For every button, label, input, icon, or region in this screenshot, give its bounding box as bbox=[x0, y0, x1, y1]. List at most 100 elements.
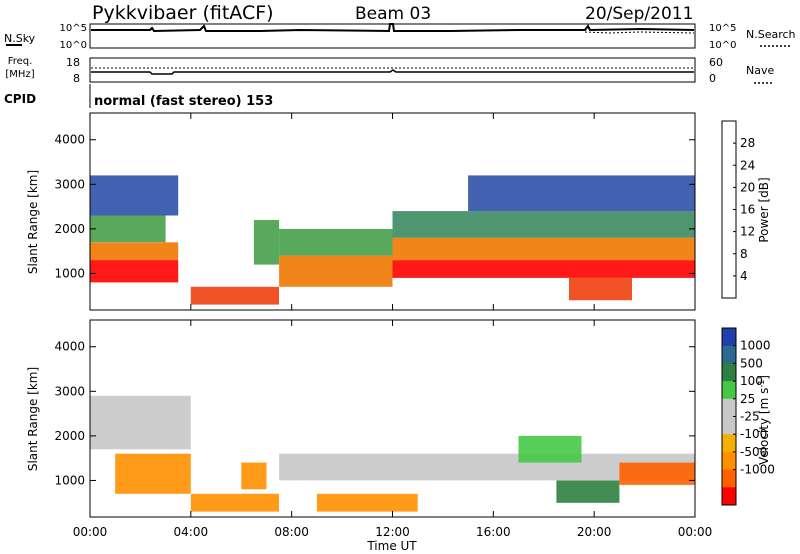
freq-label-line1: Freq. bbox=[8, 56, 33, 67]
velocity-band-5 bbox=[316, 493, 418, 512]
nsearch-tick-low: 10^0 bbox=[709, 40, 736, 51]
velocity-colorbar-tick-label-6: -500 bbox=[740, 445, 767, 459]
power-ytick-label-1: 2000 bbox=[54, 222, 85, 236]
velocity-colorbar-tick-label-4: -25 bbox=[740, 410, 760, 424]
power-band-12 bbox=[569, 277, 632, 301]
power-ytick-label-2: 3000 bbox=[54, 177, 85, 191]
velocity-colorbar-swatch-1 bbox=[722, 345, 736, 364]
velocity-xticks: 00:00 04:00 08:00 12:00 16:00 20:00 00:00 bbox=[73, 113, 713, 539]
velocity-colorbar-swatch-8 bbox=[722, 469, 736, 488]
nsky-frame bbox=[89, 23, 696, 49]
velocity-colorbar-tick-label-1: 500 bbox=[740, 356, 763, 370]
nsearch-tick-high: 10^5 bbox=[709, 23, 736, 34]
xtick-label-1: 04:00 bbox=[174, 525, 209, 539]
power-colorbar-tick-label-0: 4 bbox=[740, 269, 748, 283]
power-band-8 bbox=[392, 260, 695, 278]
nsky-tick-low: 10^0 bbox=[60, 40, 87, 51]
velocity-bands bbox=[90, 395, 695, 512]
velocity-colorbar-frame bbox=[721, 327, 737, 506]
power-band-3 bbox=[90, 175, 179, 216]
power-band-4 bbox=[190, 286, 279, 305]
date-title: 20/Sep/2011 bbox=[585, 4, 693, 24]
xtick-label-2: 08:00 bbox=[274, 525, 309, 539]
velocity-colorbar-swatch-4 bbox=[722, 398, 736, 417]
power-colorbar: 4 8 12 16 20 24 28 bbox=[721, 120, 755, 299]
power-band-9 bbox=[392, 237, 695, 261]
xtick-label-5: 20:00 bbox=[577, 525, 612, 539]
velocity-colorbar-tick-label-3: 25 bbox=[740, 392, 755, 406]
xaxis-label: Time UT bbox=[366, 539, 417, 553]
power-ytick-label-3: 4000 bbox=[54, 133, 85, 147]
velocity-colorbar-swatch-7 bbox=[722, 451, 736, 471]
velocity-ytick-label-0: 1000 bbox=[54, 473, 85, 487]
nave-tick-high: 60 bbox=[709, 56, 723, 69]
velocity-colorbar-swatch-0 bbox=[722, 328, 736, 347]
power-band-6 bbox=[279, 255, 393, 287]
nsky-trace bbox=[91, 23, 695, 33]
nsky-panel: N.Sky 10^5 10^0 10^5 10^0 N.Search bbox=[4, 23, 796, 51]
velocity-band-1 bbox=[115, 453, 191, 494]
xtick-label-4: 16:00 bbox=[476, 525, 511, 539]
station-title: Pykkvibaer (fitACF) bbox=[92, 2, 274, 24]
power-yticks: 1000 2000 3000 4000 bbox=[54, 133, 695, 280]
power-band-5 bbox=[253, 220, 280, 265]
velocity-ytick-label-3: 4000 bbox=[54, 340, 85, 354]
freq-trace bbox=[91, 69, 694, 75]
velocity-colorbar-label-sup: -1 bbox=[757, 380, 766, 388]
nsearch-trace bbox=[584, 31, 695, 34]
velocity-colorbar-swatch-2 bbox=[722, 363, 736, 382]
freq-tick-high: 18 bbox=[66, 56, 80, 69]
power-band-7 bbox=[279, 228, 393, 256]
velocity-band-2 bbox=[190, 493, 279, 512]
velocity-band-6 bbox=[518, 435, 582, 463]
freq-label-line2: [MHz] bbox=[5, 69, 34, 80]
power-colorbar-tick-label-6: 28 bbox=[740, 136, 755, 150]
power-bands bbox=[90, 175, 695, 305]
beam-title: Beam 03 bbox=[355, 4, 431, 24]
velocity-band-0 bbox=[90, 395, 191, 450]
velocity-colorbar-tick-label-0: 1000 bbox=[740, 339, 771, 353]
nave-tick-low: 0 bbox=[709, 72, 716, 85]
power-band-11 bbox=[468, 175, 695, 212]
velocity-ytick-label-1: 2000 bbox=[54, 429, 85, 443]
velocity-panel: 1000 2000 3000 4000 00:00 04:00 08:00 12:00 16:… bbox=[26, 113, 775, 553]
nave-label: Nave bbox=[746, 64, 774, 77]
power-panel: 1000 2000 3000 4000 Slant Range [km] 4 8 12 16… bbox=[26, 112, 771, 311]
velocity-ylabel: Slant Range [km] bbox=[26, 367, 40, 471]
xtick-label-3: 12:00 bbox=[375, 525, 410, 539]
velocity-colorbar-label-main: Velocity [m s bbox=[757, 388, 771, 465]
velocity-colorbar-swatch-3 bbox=[722, 381, 736, 400]
velocity-colorbar-tick-label-2: 100 bbox=[740, 374, 763, 388]
velocity-colorbar-swatch-9 bbox=[722, 487, 736, 506]
velocity-band-3 bbox=[241, 462, 267, 490]
power-band-0 bbox=[90, 260, 179, 283]
velocity-band-7 bbox=[556, 480, 620, 503]
cpid-label: CPID bbox=[4, 92, 36, 106]
velocity-colorbar-swatch-6 bbox=[722, 434, 736, 453]
velocity-colorbar-label: Velocity [m s-1] bbox=[757, 375, 771, 465]
power-band-1 bbox=[90, 242, 179, 261]
power-colorbar-tick-label-1: 8 bbox=[740, 247, 748, 261]
velocity-band-8 bbox=[619, 462, 695, 485]
velocity-colorbar-label-end: ] bbox=[757, 375, 771, 380]
cpid-text: normal (fast stereo) 153 bbox=[94, 94, 273, 109]
freq-frame bbox=[89, 57, 696, 83]
nsearch-label: N.Search bbox=[746, 28, 796, 41]
freq-tick-low: 8 bbox=[73, 72, 80, 85]
power-colorbar-tick-label-3: 16 bbox=[740, 203, 755, 217]
power-band-2 bbox=[90, 215, 166, 243]
xtick-label-6: 00:00 bbox=[678, 525, 713, 539]
nsky-label: N.Sky bbox=[4, 32, 36, 45]
power-colorbar-tick-label-4: 20 bbox=[740, 180, 755, 194]
power-colorbar-frame bbox=[721, 120, 737, 299]
cpid-row: CPID normal (fast stereo) 153 bbox=[4, 84, 273, 109]
velocity-ytick-label-2: 3000 bbox=[54, 384, 85, 398]
velocity-yticks: 1000 2000 3000 4000 bbox=[54, 340, 695, 487]
power-colorbar-tick-label-2: 12 bbox=[740, 225, 755, 239]
xtick-label-0: 00:00 bbox=[73, 525, 108, 539]
power-ytick-label-0: 1000 bbox=[54, 266, 85, 280]
velocity-colorbar-tick-label-5: -100 bbox=[740, 427, 767, 441]
velocity-colorbar-tick-label-7: -1000 bbox=[740, 463, 775, 477]
power-colorbar-tick-label-5: 24 bbox=[740, 158, 755, 172]
